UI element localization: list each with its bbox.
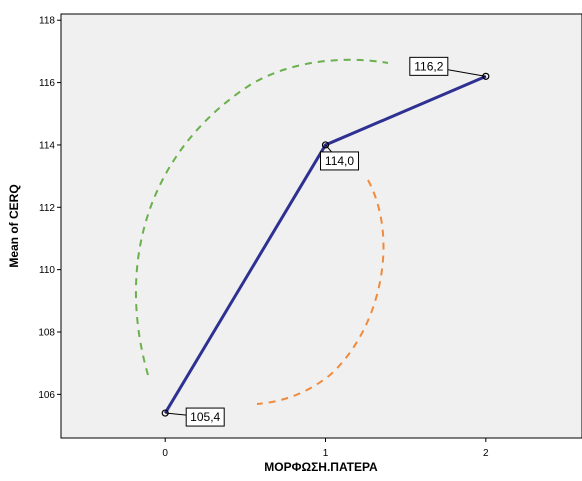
- y-axis-ticks: 106 108 110 112 114 116 118: [38, 16, 61, 401]
- annotation-arcs: [135, 58, 389, 405]
- y-tick-label: 112: [39, 203, 55, 214]
- plot-area: [60, 13, 582, 439]
- x-axis-ticks: 0 1 2: [162, 438, 489, 459]
- y-tick-label: 108: [38, 328, 55, 339]
- series-group: 105,4 114,0 116,2: [161, 56, 490, 427]
- data-point-marker: [161, 409, 169, 417]
- data-label: 114,0: [320, 151, 360, 171]
- y-tick-label: 106: [38, 390, 55, 401]
- x-tick-label: 1: [323, 448, 329, 459]
- x-tick-label: 0: [162, 448, 168, 459]
- data-label-text: 114,0: [325, 154, 354, 168]
- y-tick-label: 118: [39, 16, 55, 27]
- data-label-box: [320, 151, 360, 171]
- y-tick-label: 116: [39, 78, 55, 89]
- data-label: 105,4: [185, 407, 225, 427]
- y-axis-title: Mean of CERQ: [7, 184, 21, 267]
- orange-dashed-arc: [256, 179, 385, 405]
- data-label-text: 105,4: [190, 410, 220, 424]
- x-tick-label: 2: [483, 448, 489, 459]
- data-label: 116,2: [409, 56, 449, 76]
- data-point-marker: [321, 141, 330, 149]
- green-dashed-arc: [135, 58, 389, 376]
- y-tick-label: 110: [39, 265, 55, 276]
- data-label-text: 116,2: [414, 59, 443, 73]
- data-point-marker: [482, 72, 490, 80]
- data-label-box: [409, 56, 449, 76]
- data-label-box: [185, 407, 225, 427]
- y-tick-label: 114: [39, 140, 55, 151]
- x-axis-title: ΜΟΡΦΩΣΗ.ΠΑΤΕΡΑ: [264, 460, 378, 474]
